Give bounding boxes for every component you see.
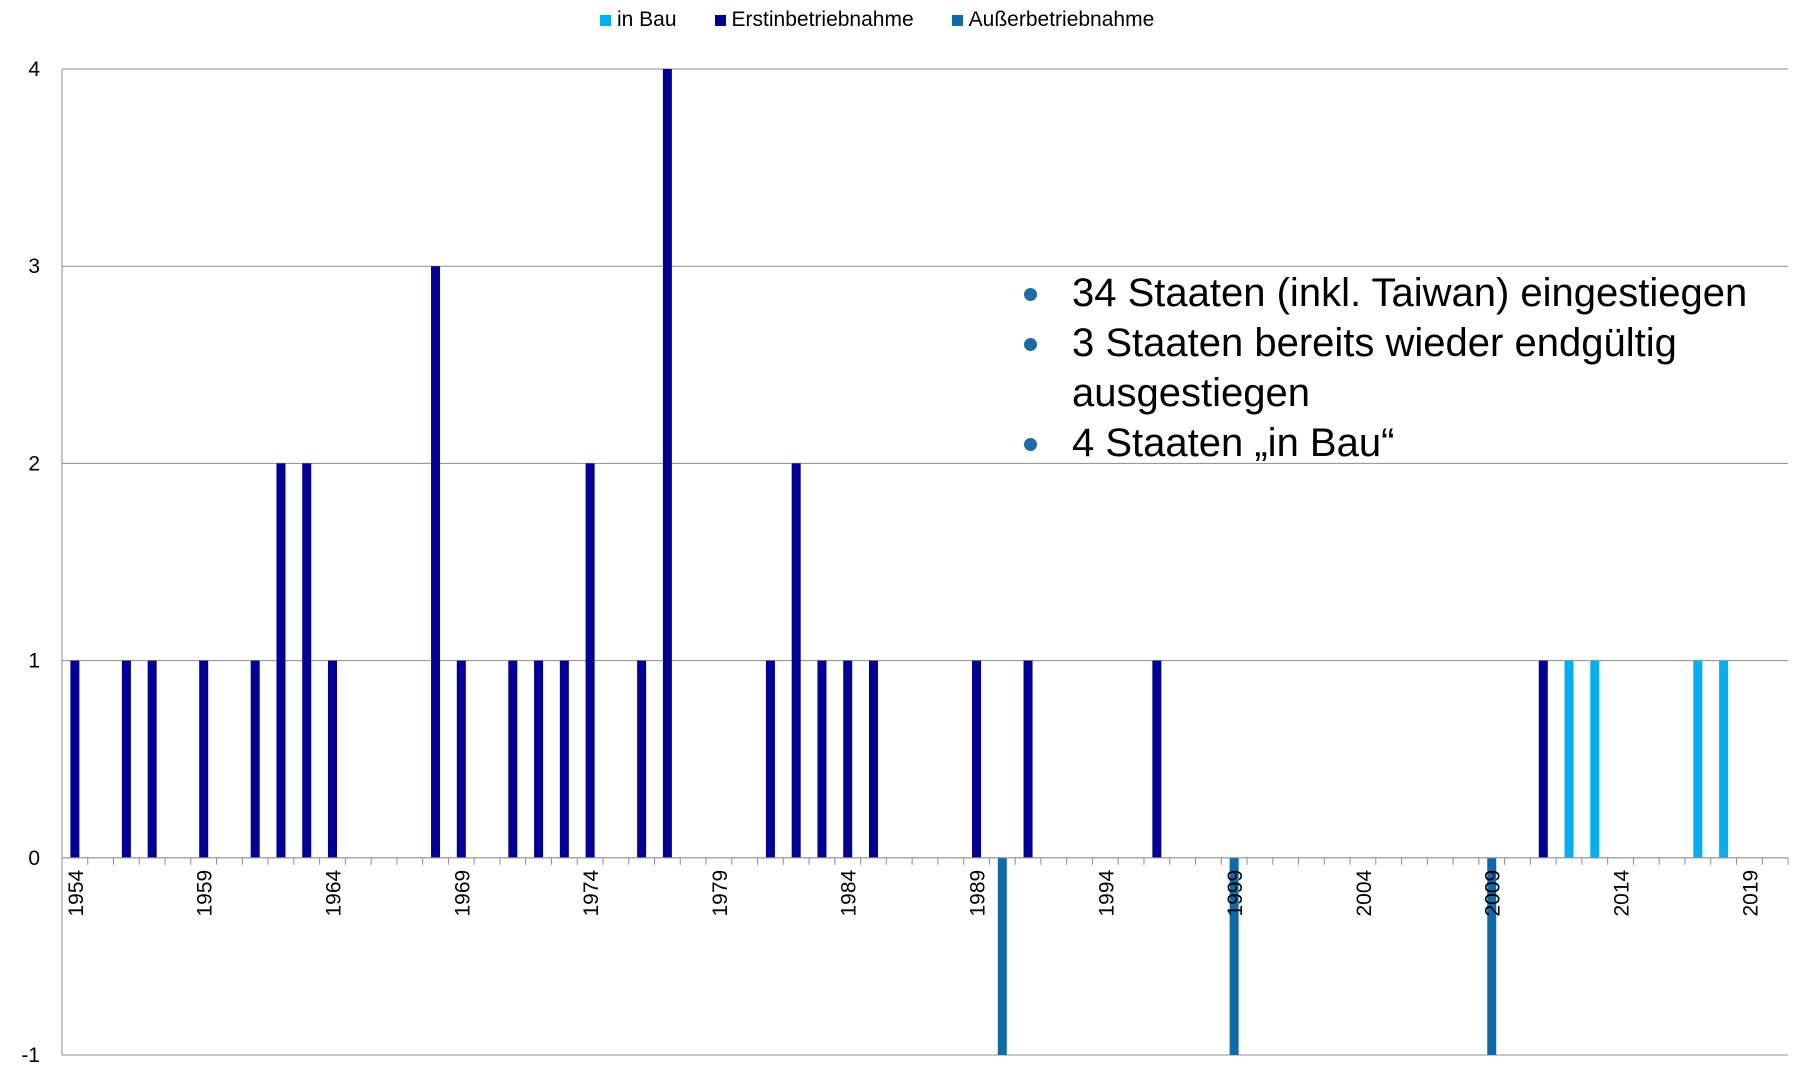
bar (534, 660, 544, 858)
bar (765, 660, 775, 858)
y-tick-label: 3 (28, 255, 40, 278)
legend: in Bau Erstinbetriebnahme Außerbetriebna… (600, 8, 1154, 32)
bar (1152, 660, 1162, 858)
x-tick-label: 1984 (838, 869, 861, 916)
bullet-icon (1024, 288, 1037, 301)
bar (199, 660, 209, 858)
bar (791, 463, 801, 858)
x-tick-label: 2004 (1353, 869, 1376, 916)
bar (431, 266, 441, 858)
bullet-icon (1024, 338, 1037, 351)
bar (1538, 660, 1548, 858)
y-tick-label: 1 (28, 650, 40, 673)
x-tick-label: 1999 (1224, 870, 1247, 917)
bar (121, 660, 131, 858)
bar (843, 660, 853, 858)
legend-label-in-bau: in Bau (617, 8, 677, 31)
bar (817, 660, 827, 858)
x-tick-label: 2014 (1611, 869, 1634, 916)
bar (559, 660, 569, 858)
legend-item-in-bau: in Bau (600, 8, 677, 32)
x-tick-label: 1979 (709, 870, 732, 917)
x-tick-label: 1969 (451, 870, 474, 917)
note-item: 3 Staaten bereits wieder endgültig ausge… (1020, 318, 1797, 418)
x-tick-label: 1954 (65, 869, 88, 916)
x-tick-label: 1989 (967, 870, 990, 917)
bar (70, 660, 80, 858)
legend-label-ausserbetriebnahme: Außerbetriebnahme (968, 8, 1155, 31)
bar (997, 857, 1007, 1055)
bar (276, 463, 286, 858)
bar (508, 660, 518, 858)
legend-swatch-ausserbetriebnahme (951, 14, 963, 26)
bar (1590, 660, 1600, 858)
bar (456, 660, 466, 858)
x-tick-label: 1974 (580, 869, 603, 916)
legend-item-ausserbetriebnahme: Außerbetriebnahme (951, 8, 1155, 32)
bar (1693, 660, 1703, 858)
y-tick-label: 0 (28, 847, 40, 870)
bar (327, 660, 337, 858)
bar (868, 660, 878, 858)
legend-swatch-erstinbetriebnahme (714, 14, 726, 26)
bar (1719, 660, 1729, 858)
note-item: 34 Staaten (inkl. Taiwan) eingestiegen (1020, 268, 1797, 318)
y-tick-label: 4 (28, 58, 40, 81)
bar (147, 660, 157, 858)
bar (585, 463, 595, 858)
bar (250, 660, 260, 858)
bar (302, 463, 312, 858)
bar (1229, 857, 1239, 1055)
note-item: 4 Staaten „in Bau“ (1020, 418, 1797, 468)
bar (637, 660, 647, 858)
x-tick-label: 1994 (1095, 869, 1118, 916)
x-tick-label: 1964 (322, 869, 345, 916)
note-text: 34 Staaten (inkl. Taiwan) eingestiegen (1072, 271, 1748, 315)
legend-label-erstinbetriebnahme: Erstinbetriebnahme (731, 8, 914, 31)
bullet-icon (1024, 438, 1037, 451)
legend-item-erstinbetriebnahme: Erstinbetriebnahme (714, 8, 914, 32)
legend-swatch-in-bau (600, 14, 611, 26)
x-tick-label: 2009 (1482, 870, 1505, 917)
y-tick-label: 2 (28, 452, 40, 475)
bar (972, 660, 982, 858)
bar (1564, 660, 1574, 858)
note-text: 4 Staaten „in Bau“ (1072, 421, 1395, 465)
bar (662, 69, 672, 858)
x-tick-label: 1959 (194, 870, 217, 917)
bar (1023, 660, 1033, 858)
x-tick-label: 2019 (1739, 870, 1762, 917)
bar (1487, 857, 1497, 1055)
notes-list: 34 Staaten (inkl. Taiwan) eingestiegen 3… (1020, 268, 1797, 468)
y-tick-label: -1 (21, 1044, 40, 1067)
note-text: 3 Staaten bereits wieder endgültig ausge… (1072, 321, 1677, 415)
